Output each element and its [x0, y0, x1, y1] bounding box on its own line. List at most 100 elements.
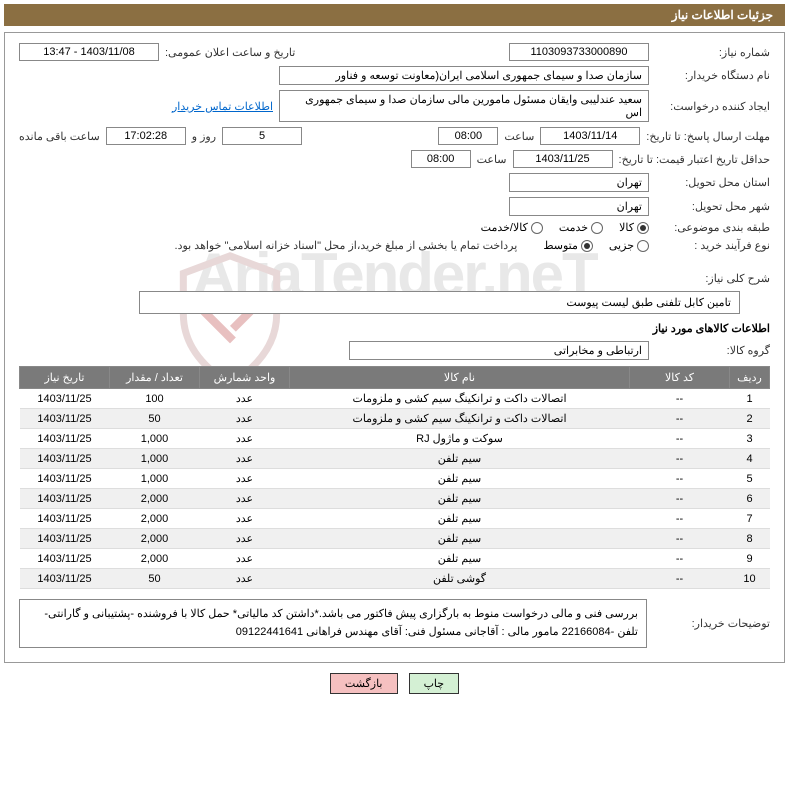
- days-remaining-field: 5: [222, 127, 302, 145]
- summary-text: تامین کابل تلفنی طبق لیست پیوست: [566, 297, 731, 309]
- province-field: تهران: [509, 173, 649, 192]
- table-cell: 8: [730, 529, 770, 549]
- table-cell: 1403/11/25: [20, 509, 110, 529]
- table-row: 6--سیم تلفنعدد2,0001403/11/25: [20, 489, 770, 509]
- radio-icon: [531, 222, 543, 234]
- table-cell: 4: [730, 449, 770, 469]
- print-button[interactable]: چاپ: [409, 673, 460, 694]
- table-cell: 2,000: [110, 489, 200, 509]
- table-cell: عدد: [200, 389, 290, 409]
- category-radio-group: کالا خدمت کالا/خدمت: [481, 221, 649, 234]
- table-cell: --: [630, 409, 730, 429]
- table-row: 5--سیم تلفنعدد1,0001403/11/25: [20, 469, 770, 489]
- summary-box: تامین کابل تلفنی طبق لیست پیوست: [139, 291, 740, 314]
- table-cell: 1403/11/25: [20, 489, 110, 509]
- col-date: تاریخ نیاز: [20, 367, 110, 389]
- table-cell: --: [630, 569, 730, 589]
- page-title: جزئیات اطلاعات نیاز: [672, 8, 773, 22]
- table-cell: 1,000: [110, 469, 200, 489]
- table-cell: سوکت و ماژول RJ: [290, 429, 630, 449]
- col-unit: واحد شمارش: [200, 367, 290, 389]
- table-cell: 100: [110, 389, 200, 409]
- table-cell: عدد: [200, 549, 290, 569]
- days-text: روز و: [192, 130, 216, 143]
- table-cell: 10: [730, 569, 770, 589]
- page-header: جزئیات اطلاعات نیاز: [4, 4, 785, 26]
- table-row: 4--سیم تلفنعدد1,0001403/11/25: [20, 449, 770, 469]
- table-row: 7--سیم تلفنعدد2,0001403/11/25: [20, 509, 770, 529]
- table-cell: 1403/11/25: [20, 549, 110, 569]
- table-cell: 9: [730, 549, 770, 569]
- radio-goods[interactable]: کالا: [619, 221, 649, 234]
- radio-goods-service[interactable]: کالا/خدمت: [481, 221, 543, 234]
- table-cell: سیم تلفن: [290, 509, 630, 529]
- table-cell: 50: [110, 569, 200, 589]
- table-cell: سیم تلفن: [290, 489, 630, 509]
- back-button[interactable]: بازگشت: [330, 673, 398, 694]
- announce-date-field: 1403/11/08 - 13:47: [19, 43, 159, 61]
- announce-date-label: تاریخ و ساعت اعلان عمومی:: [165, 46, 295, 59]
- table-cell: 6: [730, 489, 770, 509]
- radio-icon: [591, 222, 603, 234]
- table-cell: عدد: [200, 449, 290, 469]
- table-cell: اتصالات داکت و ترانکینگ سیم کشی و ملزوما…: [290, 409, 630, 429]
- table-row: 8--سیم تلفنعدد2,0001403/11/25: [20, 529, 770, 549]
- buyer-org-field: سازمان صدا و سیمای جمهوری اسلامی ایران(م…: [279, 66, 649, 85]
- buyer-org-label: نام دستگاه خریدار:: [655, 69, 770, 82]
- province-label: استان محل تحویل:: [655, 176, 770, 189]
- details-panel: شماره نیاز: 1103093733000890 تاریخ و ساع…: [4, 32, 785, 663]
- table-cell: سیم تلفن: [290, 469, 630, 489]
- table-cell: عدد: [200, 429, 290, 449]
- table-cell: عدد: [200, 509, 290, 529]
- table-cell: گوشی تلفن: [290, 569, 630, 589]
- radio-icon: [637, 240, 649, 252]
- time-remaining-field: 17:02:28: [106, 127, 186, 145]
- table-row: 1--اتصالات داکت و ترانکینگ سیم کشی و ملز…: [20, 389, 770, 409]
- table-cell: 5: [730, 469, 770, 489]
- table-cell: 2,000: [110, 549, 200, 569]
- requester-field: سعید عندلیبی وایقان مسئول مامورین مالی س…: [279, 90, 649, 122]
- requester-label: ایجاد کننده درخواست:: [655, 100, 770, 113]
- deadline-date-field: 1403/11/14: [540, 127, 640, 145]
- table-cell: 1403/11/25: [20, 569, 110, 589]
- table-cell: 2,000: [110, 529, 200, 549]
- table-cell: سیم تلفن: [290, 549, 630, 569]
- payment-note: پرداخت تمام یا بخشی از مبلغ خرید،از محل …: [175, 239, 518, 252]
- table-cell: اتصالات داکت و ترانکینگ سیم کشی و ملزوما…: [290, 389, 630, 409]
- table-cell: 1403/11/25: [20, 449, 110, 469]
- radio-medium[interactable]: متوسط: [543, 239, 593, 252]
- radio-partial[interactable]: جزیی: [609, 239, 649, 252]
- table-cell: 2,000: [110, 509, 200, 529]
- table-cell: 1,000: [110, 429, 200, 449]
- radio-service-label: خدمت: [559, 221, 588, 234]
- radio-medium-label: متوسط: [543, 239, 578, 252]
- table-cell: عدد: [200, 569, 290, 589]
- table-cell: 3: [730, 429, 770, 449]
- table-cell: --: [630, 429, 730, 449]
- table-cell: 50: [110, 409, 200, 429]
- summary-label: شرح کلی نیاز:: [655, 272, 770, 285]
- col-qty: تعداد / مقدار: [110, 367, 200, 389]
- table-cell: --: [630, 449, 730, 469]
- need-number-label: شماره نیاز:: [655, 46, 770, 59]
- radio-icon: [581, 240, 593, 252]
- table-cell: عدد: [200, 469, 290, 489]
- table-cell: --: [630, 549, 730, 569]
- table-cell: سیم تلفن: [290, 529, 630, 549]
- table-cell: 1403/11/25: [20, 409, 110, 429]
- table-cell: --: [630, 469, 730, 489]
- goods-info-title: اطلاعات کالاهای مورد نیاز: [19, 322, 770, 335]
- notes-label: توضیحات خریدار:: [655, 617, 770, 630]
- table-row: 9--سیم تلفنعدد2,0001403/11/25: [20, 549, 770, 569]
- radio-goods-label: کالا: [619, 221, 634, 234]
- buyer-notes-box: بررسی فنی و مالی درخواست منوط به بارگزار…: [19, 599, 647, 648]
- city-label: شهر محل تحویل:: [655, 200, 770, 213]
- radio-service[interactable]: خدمت: [559, 221, 603, 234]
- deadline-label: مهلت ارسال پاسخ: تا تاریخ:: [646, 130, 770, 143]
- table-cell: 1403/11/25: [20, 529, 110, 549]
- buyer-contact-link[interactable]: اطلاعات تماس خریدار: [172, 100, 273, 113]
- table-cell: --: [630, 509, 730, 529]
- validity-date-field: 1403/11/25: [513, 150, 613, 168]
- city-field: تهران: [509, 197, 649, 216]
- time-label-1: ساعت: [504, 130, 534, 143]
